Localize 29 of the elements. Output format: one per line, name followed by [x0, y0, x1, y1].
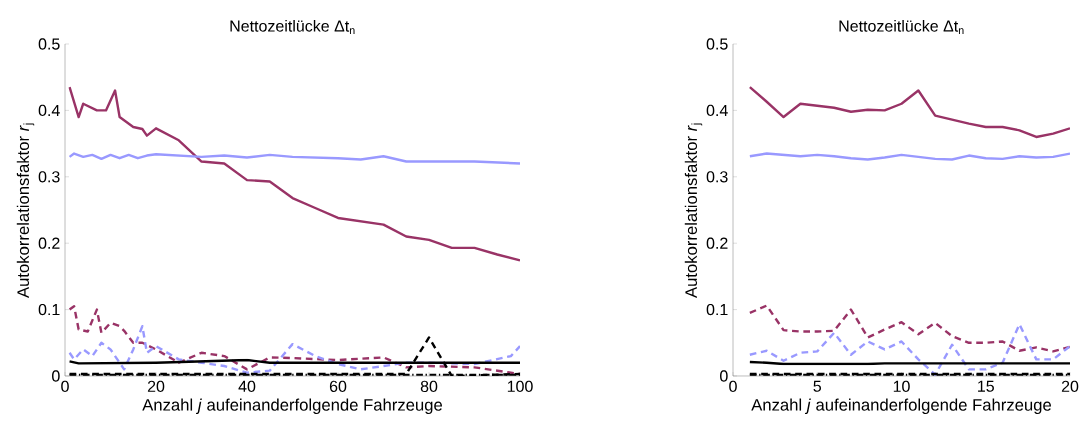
chart-title: Nettozeitlücke Δt$_{n}$: [230, 19, 355, 34]
y-axis-title: Autokorrelationsfaktor r$_{j}$: [16, 123, 35, 299]
x-tick-label: 100: [507, 380, 533, 393]
y-tick-label: 0: [52, 370, 60, 382]
x-axis-title: Anzahl j aufeinanderfolgende Fahrzeuge: [751, 398, 1051, 415]
y-tick-label: 0.3: [706, 171, 728, 183]
x-tick-label: 5: [813, 380, 822, 392]
x-tick-label: 10: [893, 380, 910, 393]
x-tick-label: 40: [238, 380, 256, 393]
x-tick-label: 0: [729, 380, 737, 393]
y-axis-title: Autokorrelationsfaktor r$_{j}$: [684, 123, 703, 299]
x-tick-label: 20: [147, 380, 165, 393]
x-tick-label: 20: [1061, 380, 1079, 393]
x-tick-label: 60: [329, 380, 347, 393]
x-axis-title: Anzahl j aufeinanderfolgende Fahrzeuge: [142, 398, 443, 415]
x-tick-label: 80: [420, 380, 438, 393]
y-tick-label: 0.4: [38, 104, 60, 117]
chart-title: Nettozeitlücke Δt$_{n}$: [839, 19, 964, 34]
y-tick-label: 0.2: [706, 237, 728, 249]
x-tick-label: 15: [978, 380, 994, 392]
y-tick-label: 0.1: [38, 303, 60, 316]
y-tick-label: 0: [720, 370, 728, 382]
y-tick-label: 0.5: [706, 38, 728, 50]
y-tick-label: 0.1: [706, 303, 728, 316]
y-tick-label: 0.3: [38, 171, 60, 183]
y-tick-label: 0.2: [38, 237, 60, 249]
y-tick-label: 0.4: [706, 104, 728, 117]
x-tick-label: 0: [61, 380, 69, 393]
y-tick-label: 0.5: [38, 38, 60, 50]
